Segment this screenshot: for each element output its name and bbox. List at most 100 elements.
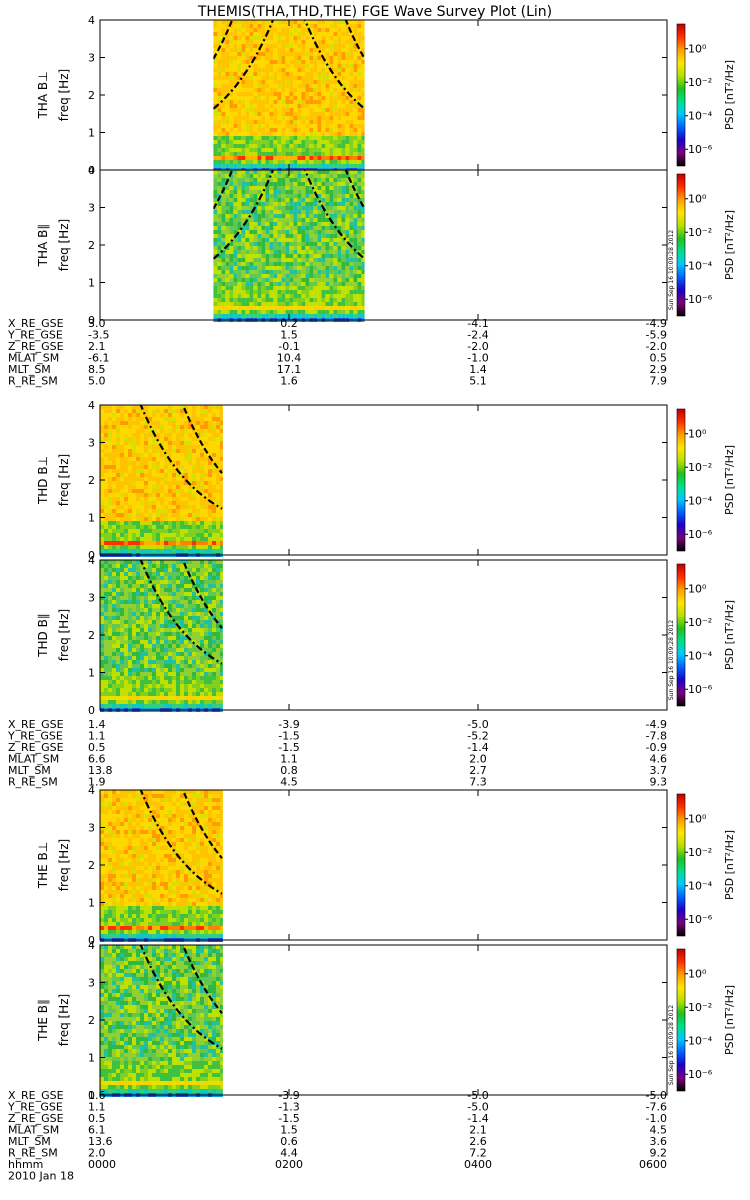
spectrogram-cell	[128, 481, 132, 485]
spectrogram-cell	[345, 226, 350, 230]
spectrogram-cell	[361, 136, 365, 140]
spectrogram-cell	[317, 92, 322, 96]
spectrogram-cell	[233, 198, 238, 202]
spectrogram-cell	[313, 226, 318, 230]
spectrogram-cell	[225, 210, 230, 214]
spectrogram-cell	[321, 258, 326, 262]
spectrogram-cell	[100, 568, 104, 572]
spectrogram-cell	[293, 242, 298, 246]
spectrogram-cell	[148, 644, 152, 648]
spectrogram-cell	[257, 242, 262, 246]
spectrogram-cell	[325, 182, 330, 186]
spectrogram-cell	[349, 72, 354, 76]
spectrogram-cell	[269, 254, 274, 258]
spectrogram-cell	[233, 120, 238, 124]
spectrogram-cell	[233, 294, 238, 298]
spectrogram-cell	[233, 286, 238, 290]
spectrogram-cell	[241, 206, 246, 210]
spectrogram-cell	[168, 453, 172, 457]
spectrogram-cell	[208, 489, 212, 493]
spectrogram-cell	[217, 68, 222, 72]
spectrogram-cell	[289, 174, 294, 178]
spectrogram-cell	[353, 254, 358, 258]
spectrogram-cell	[164, 620, 168, 624]
spectrogram-cell	[281, 64, 286, 68]
spectrogram-cell	[100, 489, 104, 493]
spectrogram-cell	[341, 206, 346, 210]
spectrogram-cell	[249, 310, 254, 314]
spectrogram-cell	[321, 246, 326, 250]
spectrogram-cell	[213, 68, 218, 72]
spectrogram-cell	[241, 136, 246, 140]
spectrogram-cell	[281, 144, 286, 148]
spectrogram-cell	[233, 140, 238, 144]
spectrogram-cell	[148, 441, 152, 445]
spectrogram-cell	[337, 270, 342, 274]
spectrogram-cell	[213, 140, 218, 144]
spectrogram-cell	[156, 576, 160, 580]
spectrogram-cell	[269, 182, 274, 186]
spectrogram-cell	[281, 194, 286, 198]
spectrogram-cell	[337, 92, 342, 96]
spectrogram-cell	[305, 48, 310, 52]
spectrogram-cell	[341, 306, 346, 310]
spectrogram-cell	[237, 44, 242, 48]
spectrogram-cell	[265, 202, 270, 206]
spectrogram-cell	[353, 202, 358, 206]
spectrogram-cell	[341, 88, 346, 92]
spectrogram-cell	[285, 108, 290, 112]
spectrogram-cell	[249, 68, 254, 72]
spectrogram-cell	[269, 242, 274, 246]
spectrogram-cell	[132, 572, 136, 576]
spectrogram-cell	[216, 437, 220, 441]
spectrogram-cell	[345, 144, 350, 148]
spectrogram-cell	[273, 306, 278, 310]
spectrogram-cell	[221, 310, 226, 314]
spectrogram-cell	[241, 124, 246, 128]
spectrogram-cell	[164, 549, 168, 553]
spectrogram-cell	[192, 417, 196, 421]
spectrogram-cell	[208, 501, 212, 505]
spectrogram-cell	[317, 174, 322, 178]
spectrogram-cell	[265, 144, 270, 148]
spectrogram-cell	[188, 513, 192, 517]
spectrogram-cell	[229, 266, 234, 270]
spectrogram-cell	[152, 505, 156, 509]
spectrogram-cell	[176, 453, 180, 457]
spectrogram-cell	[172, 425, 176, 429]
spectrogram-cell	[301, 136, 306, 140]
spectrogram-cell	[305, 64, 310, 68]
spectrogram-cell	[132, 481, 136, 485]
spectrogram-cell	[357, 258, 362, 262]
spectrogram-cell	[104, 409, 108, 413]
spectrogram-cell	[265, 170, 270, 174]
spectrogram-cell	[305, 286, 310, 290]
spectrogram-cell	[289, 206, 294, 210]
spectrogram-cell	[353, 80, 358, 84]
spectrogram-cell	[221, 198, 226, 202]
spectrogram-cell	[216, 592, 220, 596]
spectrogram-cell	[297, 132, 302, 136]
spectrogram-cell	[241, 170, 246, 174]
spectrogram-cell	[261, 246, 266, 250]
spectrogram-cell	[108, 493, 112, 497]
spectrogram-cell	[120, 572, 124, 576]
spectrogram-cell	[329, 136, 334, 140]
ephemeris-value: 2.9	[650, 363, 668, 376]
spectrogram-cell	[361, 116, 365, 120]
spectrogram-cell	[120, 576, 124, 580]
spectrogram-cell	[112, 604, 116, 608]
spectrogram-cell	[237, 274, 242, 278]
spectrogram-cell	[253, 314, 258, 318]
spectrogram-cell	[281, 250, 286, 254]
spectrogram-cell	[212, 497, 216, 501]
spectrogram-cell	[216, 477, 220, 481]
spectrogram-cell	[341, 20, 346, 24]
spectrogram-cell	[112, 564, 116, 568]
spectrogram-cell	[140, 449, 144, 453]
spectrogram-cell	[249, 242, 254, 246]
spectrogram-cell	[140, 425, 144, 429]
spectrogram-cell	[196, 616, 200, 620]
spectrogram-cell	[253, 156, 258, 160]
spectrogram-cell	[313, 88, 318, 92]
